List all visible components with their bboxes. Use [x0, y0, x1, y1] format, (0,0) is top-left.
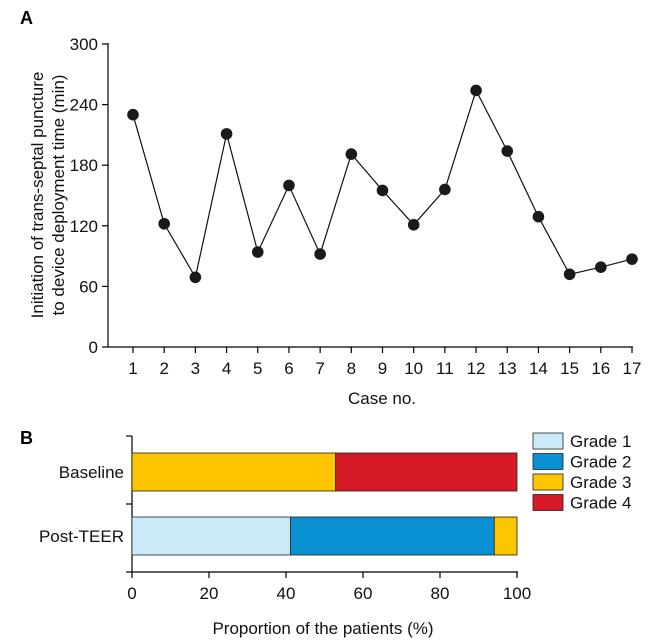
panel-a-data-point: [220, 128, 233, 140]
panel-a-x-tick-label: 14: [529, 359, 548, 378]
panel-b-x-tick-label: 20: [200, 584, 219, 603]
panel-a-y-tick-label: 300: [70, 35, 98, 54]
panel-a-data-point: [189, 271, 202, 284]
panel-a-x-tick-label: 13: [498, 359, 517, 378]
panel-a-series-line: [132, 88, 633, 279]
panel-b-legend-label: Grade 4: [570, 494, 631, 513]
panel-a-data-point: [595, 261, 607, 274]
panel-b-bars: [131, 452, 518, 556]
panel-a-y-tick-label: 120: [70, 217, 98, 236]
panel-a-data-point: [626, 253, 638, 265]
panel-a-x-tick-label: 15: [560, 359, 579, 378]
panel-b-bar-segment: [131, 452, 337, 492]
panel-a-x-tick-label: 2: [159, 359, 168, 378]
panel-a-data-point: [376, 184, 389, 197]
panel-b-legend-label: Grade 3: [570, 473, 631, 492]
panel-a-y-tick-label: 240: [70, 96, 98, 115]
panel-a-data-point: [501, 145, 514, 157]
panel-a-data-point: [345, 148, 358, 160]
panel-b-axes: 0 20 40 60 80 100 Baseline Post-TEER: [39, 435, 531, 603]
panel-a-data-point: [439, 183, 451, 196]
panel-b-label: B: [20, 428, 33, 448]
y-axis-title-line-1: Initiation of trans-septal puncture: [28, 72, 47, 319]
panel-a-label: A: [20, 8, 33, 28]
panel-b-legend-swatch: [532, 453, 564, 470]
panel-a-data-point: [283, 179, 295, 192]
panel-b-legend-label: Grade 2: [570, 453, 631, 472]
panel-a-y-tick-label: 60: [79, 277, 98, 296]
panel-a-x-tick-label: 9: [378, 359, 387, 378]
panel-a-data-point: [314, 248, 326, 260]
panel-a-series: [127, 84, 638, 284]
panel-b-category-label: Post-TEER: [39, 527, 124, 546]
panel-a-x-tick-label: 12: [467, 359, 486, 378]
panel-b-x-axis-title: Proportion of the patients (%): [212, 619, 433, 638]
panel-a-y-tick-label: 180: [70, 156, 98, 175]
panel-b-x-tick-label: 40: [277, 584, 296, 603]
panel-b-category-label: Baseline: [59, 463, 124, 482]
panel-b-legend-swatch: [532, 494, 564, 511]
panel-b-bar-segment: [131, 516, 292, 556]
y-axis-title-line-2: to device deployment time (min): [49, 75, 68, 316]
panel-b-x-tick-label: 80: [431, 584, 450, 603]
panel-a-x-tick-label: 7: [315, 359, 324, 378]
panel-a-data-point: [470, 84, 482, 97]
panel-a-x-tick-label: 1: [128, 359, 137, 378]
panel-a-x-tick-label: 6: [284, 359, 293, 378]
panel-a-data-point: [532, 210, 545, 223]
panel-b-legend-swatch: [532, 432, 564, 450]
panel-b-x-tick-label: 0: [127, 584, 136, 603]
panel-a-data-point: [127, 108, 139, 121]
panel-a-x-tick-label: 17: [623, 359, 642, 378]
panel-a-data-point: [251, 246, 264, 258]
panel-b-bar-segment: [290, 516, 495, 556]
panel-a-x-axis-title: Case no.: [348, 389, 416, 408]
panel-a-line-chart: A Initiation of trans-septal puncture to…: [20, 8, 641, 408]
panel-b-legend-swatch: [532, 473, 564, 491]
panel-a-x-tick-label: 16: [591, 359, 610, 378]
panel-a-data-point: [407, 218, 420, 231]
panel-a-data-point: [563, 268, 576, 281]
panel-a-data-point: [158, 217, 170, 230]
panel-a-y-tick-label: 0: [89, 338, 98, 357]
panel-b-x-tick-label: 100: [503, 584, 531, 603]
panel-a-x-tick-label: 10: [404, 359, 423, 378]
panel-a-x-tick-label: 3: [191, 359, 200, 378]
panel-a-x-tick-label: 4: [222, 359, 231, 378]
panel-a-x-tick-label: 11: [436, 359, 454, 378]
panel-a-x-tick-label: 8: [347, 359, 356, 378]
panel-b-bar-segment: [493, 516, 518, 556]
panel-a-x-tick-label: 5: [253, 359, 262, 378]
panel-b-x-tick-label: 60: [354, 584, 373, 603]
panel-a-y-axis-title: Initiation of trans-septal puncture to d…: [28, 72, 68, 319]
panel-b-legend-label: Grade 1: [570, 432, 631, 451]
panel-b-bar-segment: [335, 452, 518, 492]
